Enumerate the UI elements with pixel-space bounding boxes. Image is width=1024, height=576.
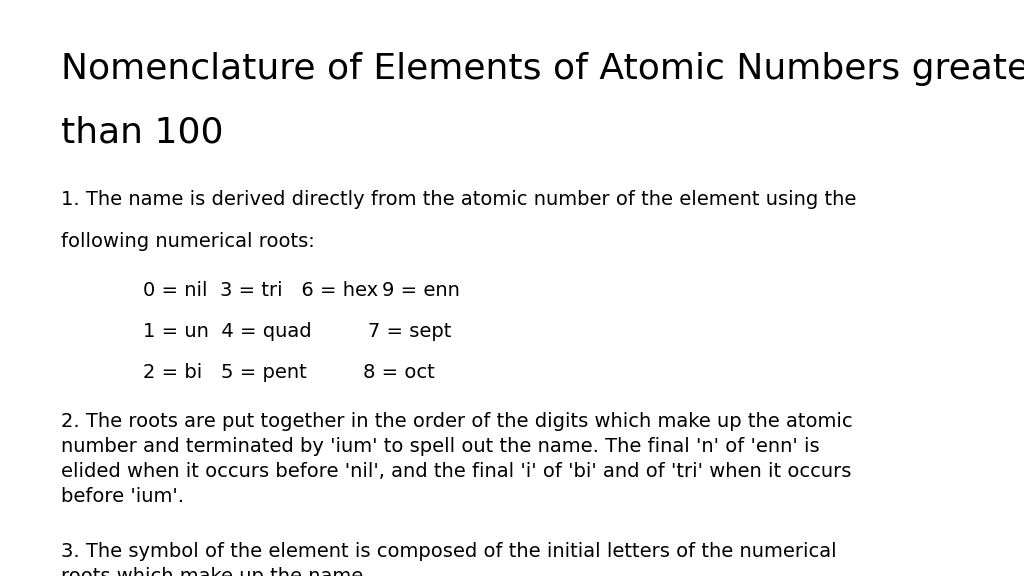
Text: than 100: than 100 xyxy=(61,115,224,149)
Text: 1 = un  4 = quad         7 = sept: 1 = un 4 = quad 7 = sept xyxy=(143,322,452,341)
Text: 2. The roots are put together in the order of the digits which make up the atomi: 2. The roots are put together in the ord… xyxy=(61,412,853,506)
Text: 1. The name is derived directly from the atomic number of the element using the: 1. The name is derived directly from the… xyxy=(61,190,857,209)
Text: 0 = nil  3 = tri   6 = hex 9 = enn: 0 = nil 3 = tri 6 = hex 9 = enn xyxy=(143,281,460,300)
Text: 3. The symbol of the element is composed of the initial letters of the numerical: 3. The symbol of the element is composed… xyxy=(61,542,837,576)
Text: following numerical roots:: following numerical roots: xyxy=(61,232,315,251)
Text: 2 = bi   5 = pent         8 = oct: 2 = bi 5 = pent 8 = oct xyxy=(143,363,435,382)
Text: Nomenclature of Elements of Atomic Numbers greater: Nomenclature of Elements of Atomic Numbe… xyxy=(61,52,1024,86)
